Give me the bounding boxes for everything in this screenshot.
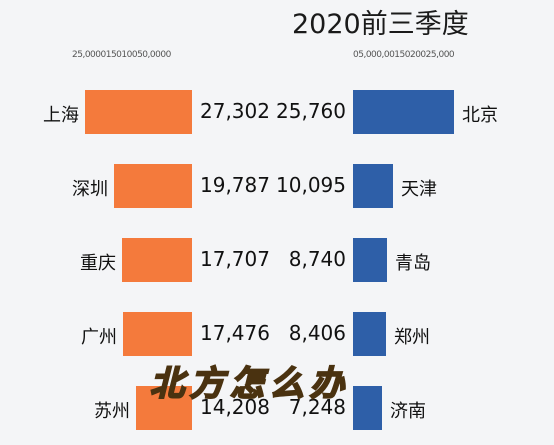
left-city-label-5: 苏州	[94, 401, 130, 422]
right-city-label-2: 天津	[401, 179, 437, 200]
right-city-label-1: 北京	[462, 105, 498, 126]
right-bar-2	[353, 164, 393, 208]
right-value-label-4: 8,406	[288, 321, 346, 345]
right-value-label-5: 7,248	[288, 395, 346, 419]
left-bar-5	[136, 386, 192, 430]
left-city-label-1: 上海	[43, 105, 79, 126]
right-city-label-5: 济南	[390, 401, 426, 422]
left-value-label-5: 14,208	[200, 395, 270, 419]
right-value-label-2: 10,095	[276, 173, 346, 197]
right-bar-5	[353, 386, 382, 430]
left-value-label-2: 19,787	[200, 173, 270, 197]
left-bar-2	[114, 164, 192, 208]
left-bar-4	[123, 312, 192, 356]
right-bar-1	[353, 90, 454, 134]
right-value-label-1: 25,760	[276, 99, 346, 123]
left-value-label-4: 17,476	[200, 321, 270, 345]
chart-title: 2020前三季度	[292, 9, 469, 40]
left-bar-3	[122, 238, 192, 282]
left-axis-ticks: 25,000015010050,0000	[72, 50, 171, 60]
right-bar-3	[353, 238, 387, 282]
right-value-label-3: 8,740	[288, 247, 346, 271]
right-bar-4	[353, 312, 386, 356]
left-bar-1	[85, 90, 192, 134]
left-city-label-4: 广州	[81, 327, 117, 348]
right-city-label-4: 郑州	[394, 327, 430, 348]
right-axis-ticks: 05,000,0015020025,000	[353, 50, 455, 60]
right-city-label-3: 青岛	[395, 253, 431, 274]
subtitle-caption: 北方怎么办	[149, 363, 350, 405]
left-value-label-3: 17,707	[200, 247, 270, 271]
left-city-label-2: 深圳	[72, 179, 108, 200]
left-value-label-1: 27,302	[200, 99, 270, 123]
left-city-label-3: 重庆	[80, 253, 116, 274]
